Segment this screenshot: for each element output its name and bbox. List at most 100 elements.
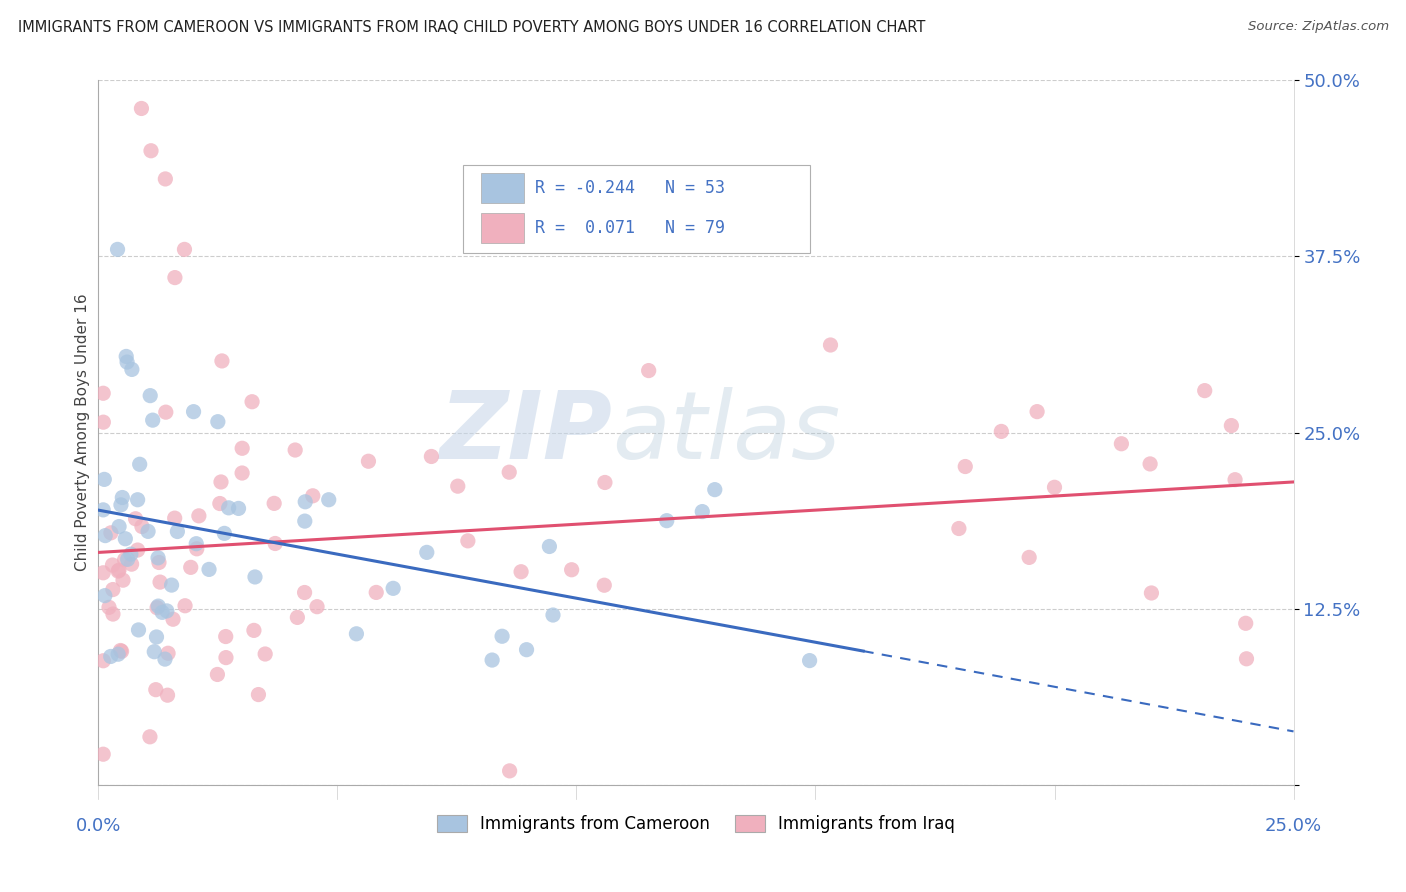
Point xyxy=(150,606,173,620)
Point xyxy=(101,582,124,597)
Point xyxy=(318,492,340,507)
Point xyxy=(145,682,167,697)
Point xyxy=(127,543,149,558)
Point xyxy=(264,536,287,550)
Point xyxy=(690,505,713,519)
Point xyxy=(121,362,143,376)
Point xyxy=(541,607,564,622)
Point xyxy=(120,547,142,561)
Point xyxy=(799,654,821,668)
Point xyxy=(214,526,236,541)
Point xyxy=(287,610,309,624)
Point xyxy=(1223,473,1246,487)
Point xyxy=(948,521,970,535)
Text: R = -0.244   N = 53: R = -0.244 N = 53 xyxy=(534,179,724,197)
Point xyxy=(146,550,169,565)
Point xyxy=(94,589,117,603)
Point xyxy=(91,566,114,580)
Point xyxy=(108,519,131,533)
Point xyxy=(294,514,316,528)
Point xyxy=(228,501,250,516)
Point xyxy=(1234,616,1257,631)
Point xyxy=(366,585,388,599)
Point xyxy=(416,545,439,559)
Point xyxy=(180,560,202,574)
Text: atlas: atlas xyxy=(613,387,841,478)
Point xyxy=(263,496,285,510)
Text: Source: ZipAtlas.com: Source: ZipAtlas.com xyxy=(1249,20,1389,33)
Point xyxy=(186,541,208,556)
Point xyxy=(166,524,188,539)
FancyBboxPatch shape xyxy=(481,173,524,202)
Point xyxy=(637,363,659,377)
Point xyxy=(117,552,139,566)
Point xyxy=(561,563,583,577)
Point xyxy=(173,243,195,257)
Point xyxy=(111,573,134,587)
Point xyxy=(207,667,229,681)
Point xyxy=(115,355,138,369)
Point xyxy=(156,604,179,618)
Point xyxy=(491,629,513,643)
Text: R =  0.071   N = 79: R = 0.071 N = 79 xyxy=(534,219,724,237)
Point xyxy=(1043,480,1066,494)
Point xyxy=(160,578,183,592)
Point xyxy=(101,607,124,621)
Point xyxy=(382,582,405,596)
Point xyxy=(121,557,143,571)
Point xyxy=(208,496,231,510)
Point xyxy=(457,533,479,548)
Point xyxy=(498,465,520,479)
Point xyxy=(305,599,328,614)
Point xyxy=(139,730,162,744)
Point xyxy=(510,565,533,579)
Point xyxy=(110,644,132,658)
FancyBboxPatch shape xyxy=(463,165,810,253)
Point xyxy=(215,630,238,644)
Point xyxy=(254,647,277,661)
Point xyxy=(124,512,146,526)
Point xyxy=(128,458,150,472)
Point xyxy=(1018,550,1040,565)
Point xyxy=(243,624,266,638)
Point xyxy=(187,508,209,523)
Point xyxy=(186,537,208,551)
Point xyxy=(107,647,129,661)
FancyBboxPatch shape xyxy=(481,213,524,243)
Point xyxy=(149,575,172,590)
Point xyxy=(1140,586,1163,600)
Point xyxy=(1111,436,1133,450)
Point xyxy=(481,653,503,667)
Point xyxy=(183,405,205,419)
Point xyxy=(820,338,842,352)
Point xyxy=(145,630,167,644)
Point xyxy=(91,654,114,668)
Point xyxy=(593,475,616,490)
Point xyxy=(447,479,470,493)
Point xyxy=(344,627,367,641)
Point xyxy=(301,489,323,503)
Point xyxy=(498,764,520,778)
Point xyxy=(207,415,229,429)
Point xyxy=(114,553,136,567)
Point xyxy=(131,519,153,533)
Point xyxy=(100,649,122,664)
Point xyxy=(163,511,186,525)
Point xyxy=(163,270,186,285)
Point xyxy=(294,495,316,509)
Point xyxy=(156,688,179,702)
Point xyxy=(91,386,114,401)
Text: IMMIGRANTS FROM CAMEROON VS IMMIGRANTS FROM IRAQ CHILD POVERTY AMONG BOYS UNDER : IMMIGRANTS FROM CAMEROON VS IMMIGRANTS F… xyxy=(18,20,925,35)
Point xyxy=(107,564,129,578)
Point xyxy=(107,243,129,257)
Point xyxy=(516,642,538,657)
Text: 25.0%: 25.0% xyxy=(1265,817,1322,835)
Point xyxy=(294,585,316,599)
Point xyxy=(1026,404,1049,418)
Point xyxy=(153,652,176,666)
Point xyxy=(91,415,114,429)
Point xyxy=(218,500,240,515)
Point xyxy=(94,528,117,542)
Point xyxy=(231,466,253,480)
Point xyxy=(538,540,561,554)
